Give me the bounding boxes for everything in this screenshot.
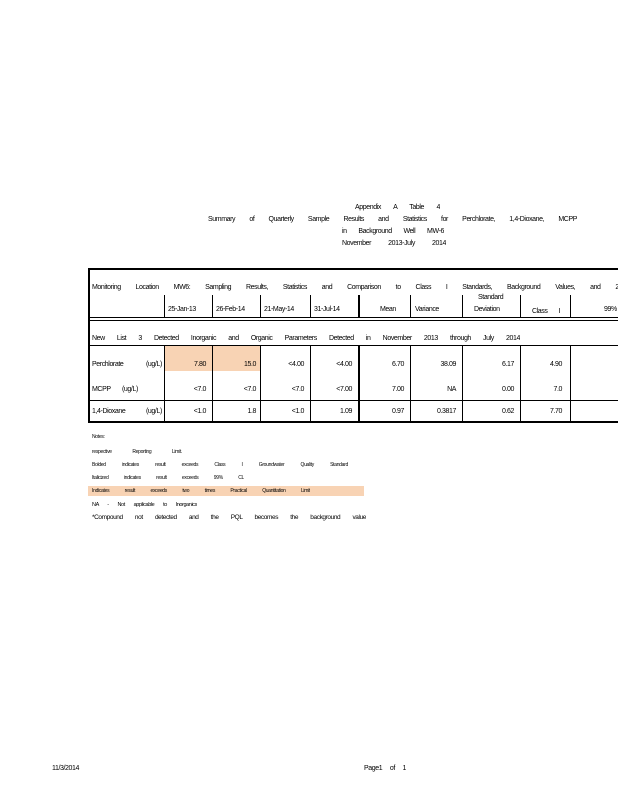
title-line-4: November 2013-July 2014: [342, 240, 446, 247]
col-99: 99%: [604, 306, 617, 313]
col-std-1: Standard: [478, 294, 504, 301]
col-date-2: 26-Feb-14: [216, 306, 245, 313]
table-cell: 0.3817: [436, 408, 456, 415]
footer-page: Page1 of 1: [364, 765, 406, 772]
col-std-2: Deviation: [474, 306, 500, 313]
row-name: Perchlorate: [92, 361, 124, 368]
row-unit: (ug/L): [146, 361, 162, 368]
column-divider: [570, 345, 571, 422]
table-cell: 1.8: [247, 408, 256, 415]
table-cell: 6.17: [501, 361, 514, 368]
note-shade: [88, 486, 364, 496]
column-divider: [520, 345, 521, 422]
column-divider: [462, 295, 463, 318]
footer-date: 11/3/2014: [52, 765, 80, 772]
row-name: 1,4-Dioxane: [92, 408, 126, 415]
table-cell: <7.00: [336, 386, 352, 393]
column-divider: [410, 295, 411, 318]
table-cell: <4.00: [288, 361, 304, 368]
row-unit: (ug/L): [146, 408, 162, 415]
note-line: Indicates result exceeds two times Pract…: [92, 488, 310, 494]
column-divider: [358, 295, 360, 318]
col-variance: Variance: [415, 306, 439, 313]
column-divider: [164, 345, 165, 422]
table-cell: <7.0: [193, 386, 207, 393]
col-class: Class I: [532, 308, 560, 315]
header-double-line-2: [88, 320, 618, 321]
column-divider: [164, 295, 165, 318]
title-line-2: Summary of Quarterly Sample Results and …: [208, 216, 577, 223]
col-date-4: 31-Jul-14: [314, 306, 340, 313]
title-line-1: Appendix A Table 4: [355, 204, 440, 211]
table-cell: <4.00: [336, 361, 352, 368]
note-line: respective Reporting Limit.: [92, 449, 182, 455]
column-divider: [212, 345, 213, 422]
table-cell: <7.0: [291, 386, 305, 393]
table-cell: <1.0: [291, 408, 305, 415]
notes-heading: Notes:: [92, 434, 105, 440]
table-cell: 7.00: [391, 386, 404, 393]
header-double-line: [88, 317, 618, 318]
note-line: Bolded indicates result exceeds Class I …: [92, 462, 348, 468]
col-date-1: 25-Jan-13: [168, 306, 196, 313]
col-mean: Mean: [380, 306, 396, 313]
table-cell: 7.70: [549, 408, 562, 415]
table-cell: <7.0: [243, 386, 257, 393]
table-top-border: [88, 268, 618, 270]
table-cell: 15.0: [243, 361, 256, 368]
column-divider: [570, 295, 571, 318]
row-unit: (ug/L): [122, 386, 138, 393]
column-divider: [410, 345, 411, 422]
table-cell: 38.09: [440, 361, 456, 368]
table-cell: 1.09: [339, 408, 352, 415]
table-cell: 0.00: [501, 386, 514, 393]
table-cell: 4.90: [549, 361, 562, 368]
row-name: MCPP: [92, 386, 111, 393]
column-divider: [462, 345, 463, 422]
table-header-title: Monitoring Location MW6: Sampling Result…: [92, 284, 618, 291]
table-cell: 6.70: [391, 361, 404, 368]
column-divider: [358, 345, 360, 422]
column-divider: [260, 345, 261, 422]
table-cell: 7.0: [553, 386, 562, 393]
note-line: NA - Not applicable to Inorganics: [92, 502, 197, 508]
column-divider: [212, 295, 213, 318]
section-label: New List 3 Detected Inorganic and Organi…: [92, 335, 520, 342]
column-divider: [260, 295, 261, 318]
column-divider: [310, 345, 311, 422]
title-line-3: in Background Well MW-6: [342, 228, 444, 235]
row-divider: [88, 345, 618, 346]
col-date-3: 21-May-14: [264, 306, 294, 313]
table-cell: NA: [447, 386, 456, 393]
table-cell: 0.62: [501, 408, 514, 415]
table-cell: 0.97: [391, 408, 404, 415]
note-line: *Compound not detected and the PQL becom…: [92, 514, 366, 521]
column-divider: [310, 295, 311, 318]
table-cell: 7.80: [193, 361, 206, 368]
table-bottom-border: [88, 421, 618, 423]
table-cell: <1.0: [193, 408, 207, 415]
row-divider: [88, 400, 618, 401]
column-divider: [520, 295, 521, 318]
note-line: Italicized indicates result exceeds 99% …: [92, 475, 244, 481]
